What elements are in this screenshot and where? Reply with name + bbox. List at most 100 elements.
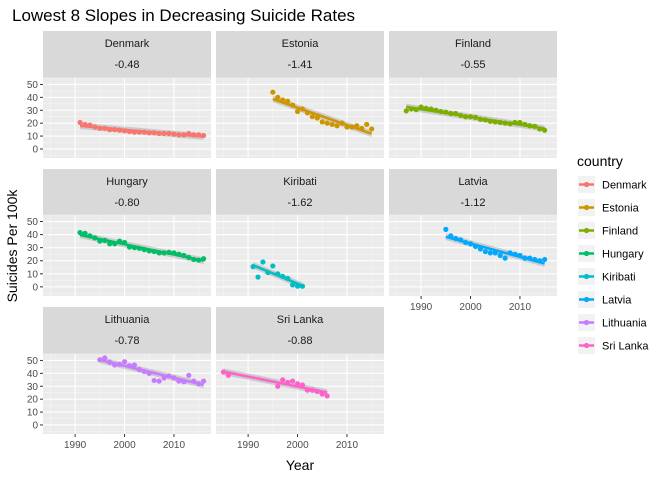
data-point xyxy=(156,130,162,137)
data-point xyxy=(294,108,301,115)
data-point xyxy=(196,381,202,387)
data-point xyxy=(136,366,142,373)
data-point xyxy=(196,132,202,138)
data-point xyxy=(116,238,123,244)
data-point xyxy=(126,363,133,369)
facet-panel: Hungary -0.80 0 10 20 30 40 50 xyxy=(27,169,211,296)
data-point xyxy=(200,378,207,384)
facet-country-label: Hungary xyxy=(106,176,148,188)
data-point xyxy=(502,255,508,261)
data-point xyxy=(136,245,142,251)
data-point xyxy=(280,273,286,280)
data-point xyxy=(443,109,449,115)
panel-background xyxy=(216,354,384,434)
legend-label: Sri Lanka xyxy=(602,341,649,353)
data-point xyxy=(482,117,488,123)
data-point xyxy=(527,255,533,261)
data-point xyxy=(289,378,296,384)
data-point xyxy=(482,248,488,255)
y-tick-label: 0 xyxy=(32,282,38,293)
data-point xyxy=(126,128,133,135)
legend-key-point xyxy=(583,204,590,211)
data-point xyxy=(200,132,207,139)
data-point xyxy=(166,249,172,255)
y-tick-label: 10 xyxy=(27,132,39,143)
data-point xyxy=(191,132,197,138)
y-tick-label: 20 xyxy=(27,119,39,130)
data-point xyxy=(349,124,355,130)
data-point xyxy=(181,252,187,259)
legend-title: country xyxy=(577,153,623,169)
legend-key-point xyxy=(583,319,590,326)
data-point xyxy=(161,375,167,381)
data-point xyxy=(319,119,325,125)
trend-line xyxy=(272,97,373,135)
y-tick-label: 0 xyxy=(32,144,38,155)
data-point xyxy=(359,125,365,131)
data-point xyxy=(537,126,543,132)
data-point xyxy=(507,121,513,127)
facet-slope-label: -0.80 xyxy=(114,197,139,209)
data-point xyxy=(102,355,108,361)
data-point xyxy=(448,110,454,117)
data-point xyxy=(299,382,306,388)
facet-country-label: Sri Lanka xyxy=(277,314,324,326)
data-point xyxy=(186,254,192,261)
legend-key-point xyxy=(583,296,590,303)
data-point xyxy=(517,119,523,126)
data-point xyxy=(324,120,330,126)
data-point xyxy=(304,387,311,393)
data-point xyxy=(364,121,370,128)
facet-panel: Sri Lanka -0.88 1990 2000 2010 xyxy=(216,307,384,451)
facet-strip xyxy=(43,31,211,78)
legend-label: Hungary xyxy=(602,249,644,261)
data-point xyxy=(477,116,484,122)
data-point xyxy=(220,369,227,375)
data-point xyxy=(443,226,449,232)
data-point xyxy=(121,359,128,365)
facet-strip xyxy=(216,307,384,354)
legend-label: Kiribati xyxy=(602,272,636,284)
facet-strip xyxy=(43,169,211,215)
data-point xyxy=(112,127,118,133)
data-point xyxy=(289,282,296,288)
x-tick-label: 2000 xyxy=(459,302,482,313)
legend-entry: Latvia xyxy=(578,291,632,308)
data-point xyxy=(403,108,409,114)
data-point xyxy=(176,132,182,138)
x-tick-label: 2000 xyxy=(286,440,309,451)
facet-country-label: Denmark xyxy=(105,38,150,50)
data-point xyxy=(299,106,306,112)
data-point xyxy=(512,119,518,126)
data-point xyxy=(423,105,429,111)
data-point xyxy=(285,379,291,385)
data-point xyxy=(314,115,320,121)
facet-country-label: Estonia xyxy=(282,38,320,50)
legend-entry: Estonia xyxy=(578,199,640,216)
data-point xyxy=(156,378,162,384)
facet-slope-label: -0.88 xyxy=(287,335,312,347)
data-point xyxy=(275,383,281,389)
data-point xyxy=(433,107,439,113)
legend-key-point xyxy=(583,273,590,280)
data-point xyxy=(171,375,177,381)
data-point xyxy=(522,255,528,261)
data-point xyxy=(181,132,187,138)
y-tick-label: 30 xyxy=(27,243,39,254)
data-point xyxy=(285,275,291,281)
data-point xyxy=(260,259,266,265)
legend-entry: Sri Lanka xyxy=(578,337,649,354)
facet-strip xyxy=(389,31,557,78)
data-point xyxy=(102,125,108,131)
data-point xyxy=(354,123,360,129)
data-point xyxy=(309,387,315,393)
facet-strip xyxy=(43,307,211,354)
legend-label: Finland xyxy=(602,226,638,238)
y-tick-label: 50 xyxy=(27,80,39,91)
data-point xyxy=(517,252,523,259)
data-point xyxy=(166,130,172,137)
data-point xyxy=(472,243,479,249)
facet-slope-label: -1.62 xyxy=(287,197,312,209)
data-point xyxy=(151,248,157,255)
data-point xyxy=(319,391,325,397)
